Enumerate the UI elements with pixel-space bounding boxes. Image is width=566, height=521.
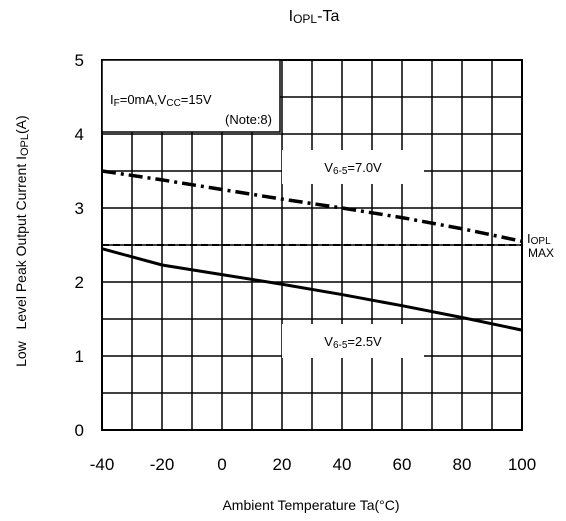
y-tick-label: 3 (75, 199, 84, 218)
iopl-max-label-line2: MAX (528, 246, 554, 260)
conditions-text: =15V (181, 92, 212, 107)
iopl-max-label-sub: OPL (531, 236, 551, 247)
x-tick-label: 40 (333, 455, 352, 474)
series-line-7v (101, 169, 523, 244)
iopl-max-label: IOPL (527, 231, 551, 247)
chart-title-sub: OPL (293, 12, 317, 26)
x-tick-label: 100 (508, 455, 536, 474)
iopl-max-label-main: I (527, 231, 531, 246)
chart-title-suffix: -Ta (317, 8, 339, 25)
series-label-7v: V6-5=7.0V (324, 160, 382, 177)
x-tick-label: 60 (393, 455, 412, 474)
y-axis-label-suffix: (A) (13, 115, 29, 134)
series-label-7v-sub: 6-5 (333, 166, 348, 177)
series-label-box-2-5v (282, 324, 424, 358)
y-axis-label-sub: OPL (19, 134, 31, 156)
conditions-line-1: IF=0mA,VCC=15V (110, 92, 212, 109)
series-label-box-7v (282, 150, 424, 184)
conditions-text: =0mA,V (120, 92, 167, 107)
series-line-2-5v (101, 247, 523, 332)
chart-title: IOPL-Ta (289, 8, 340, 26)
series-label-2-5v-suffix: =2.5V (347, 334, 382, 349)
conditions-line-2: (Note:8) (225, 112, 272, 127)
conditions-subscript: CC (166, 98, 180, 109)
chart-title-main: I (289, 8, 293, 25)
y-axis-label-prefix: Low Level Peak Output Current I (13, 156, 29, 367)
series-label-2-5v-main: V (324, 334, 333, 349)
x-tick-label: -40 (90, 455, 115, 474)
x-tick-label: 80 (453, 455, 472, 474)
x-tick-label: 20 (273, 455, 292, 474)
series-lines (101, 169, 523, 332)
y-axis-label: Low Level Peak Output Current IOPL(A) (13, 104, 31, 387)
x-tick-label: 0 (217, 455, 226, 474)
series-label-2-5v-sub: 6-5 (333, 340, 348, 351)
x-axis-label: Ambient Temperature Ta(°C) (222, 497, 399, 513)
y-tick-label: 0 (75, 421, 84, 440)
y-tick-label: 1 (75, 347, 84, 366)
conditions-box (101, 59, 281, 133)
y-tick-label: 4 (75, 125, 84, 144)
series-label-2-5v: V6-5=2.5V (324, 334, 382, 351)
series-label-7v-main: V (324, 160, 333, 175)
series-label-7v-suffix: =7.0V (347, 160, 382, 175)
y-tick-label: 5 (75, 51, 84, 70)
x-tick-labels: -40 -20 0 20 40 60 80 100 (90, 455, 536, 474)
y-tick-label: 2 (75, 273, 84, 292)
x-tick-label: -20 (150, 455, 175, 474)
conditions-subscript: F (114, 98, 120, 109)
conditions-text: I (110, 92, 114, 107)
y-tick-labels: 0 1 2 3 4 5 (75, 51, 84, 440)
